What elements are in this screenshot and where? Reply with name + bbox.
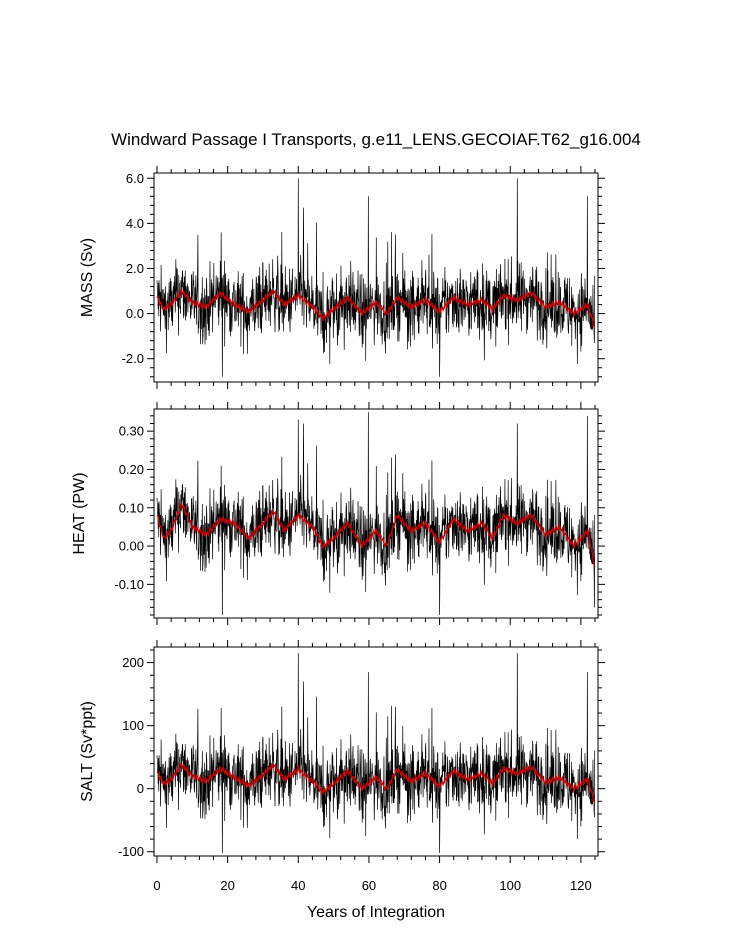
y-tick-label: 0	[137, 781, 144, 796]
y-tick-label: -0.10	[114, 577, 144, 592]
y-axis-label: HEAT (PW)	[71, 472, 88, 554]
y-axis-label: MASS (Sv)	[79, 238, 96, 317]
series-smoothed-line	[156, 761, 596, 804]
y-tick-label: -100	[118, 844, 144, 859]
y-tick-label: 0.20	[119, 462, 144, 477]
series-smoothed-line	[156, 502, 596, 568]
y-tick-label: 0.00	[119, 539, 144, 554]
panel-3: -100 0 100 200 SALT (Sv*ppt) 0 20 40 60 80 100 120	[79, 640, 605, 893]
x-tick-label: 100	[499, 878, 521, 893]
y-tick-label: 0.30	[119, 424, 144, 439]
panel-2: -0.10 0.00 0.10 0.20 0.30 HEAT (PW)	[71, 402, 605, 625]
y-tick-label: 2.0	[126, 261, 144, 276]
series-smoothed-line	[156, 287, 596, 329]
panel-1: -2.0 0.0 2.0 4.0 6.0 MASS (Sv)	[79, 166, 605, 389]
y-tick-label: 0.0	[126, 306, 144, 321]
plot-frame	[153, 646, 599, 857]
plot-frame	[153, 408, 599, 619]
y-tick-label: -2.0	[122, 351, 144, 366]
y-tick-label: 200	[122, 655, 144, 670]
y-tick-label: 4.0	[126, 216, 144, 231]
y-axis-label: SALT (Sv*ppt)	[79, 701, 96, 802]
x-tick-label: 20	[220, 878, 234, 893]
y-tick-label: 0.10	[119, 500, 144, 515]
x-tick-label: 40	[291, 878, 305, 893]
y-tick-label: 6.0	[126, 171, 144, 186]
series-monthly-line	[156, 178, 596, 377]
panels: -2.0 0.0 2.0 4.0 6.0 MASS (Sv) -0.10 0.00 0.10 0.…	[71, 166, 605, 893]
x-tick-label: 80	[432, 878, 446, 893]
x-axis-label: Years of Integration	[307, 904, 445, 921]
x-tick-label: 0	[153, 878, 160, 893]
series-monthly-line	[156, 653, 596, 854]
figure-title: Windward Passage I Transports, g.e11_LEN…	[111, 130, 641, 149]
series-monthly-line	[156, 411, 596, 616]
x-tick-label: 120	[570, 878, 592, 893]
x-tick-label: 60	[362, 878, 376, 893]
y-tick-label: 100	[122, 718, 144, 733]
